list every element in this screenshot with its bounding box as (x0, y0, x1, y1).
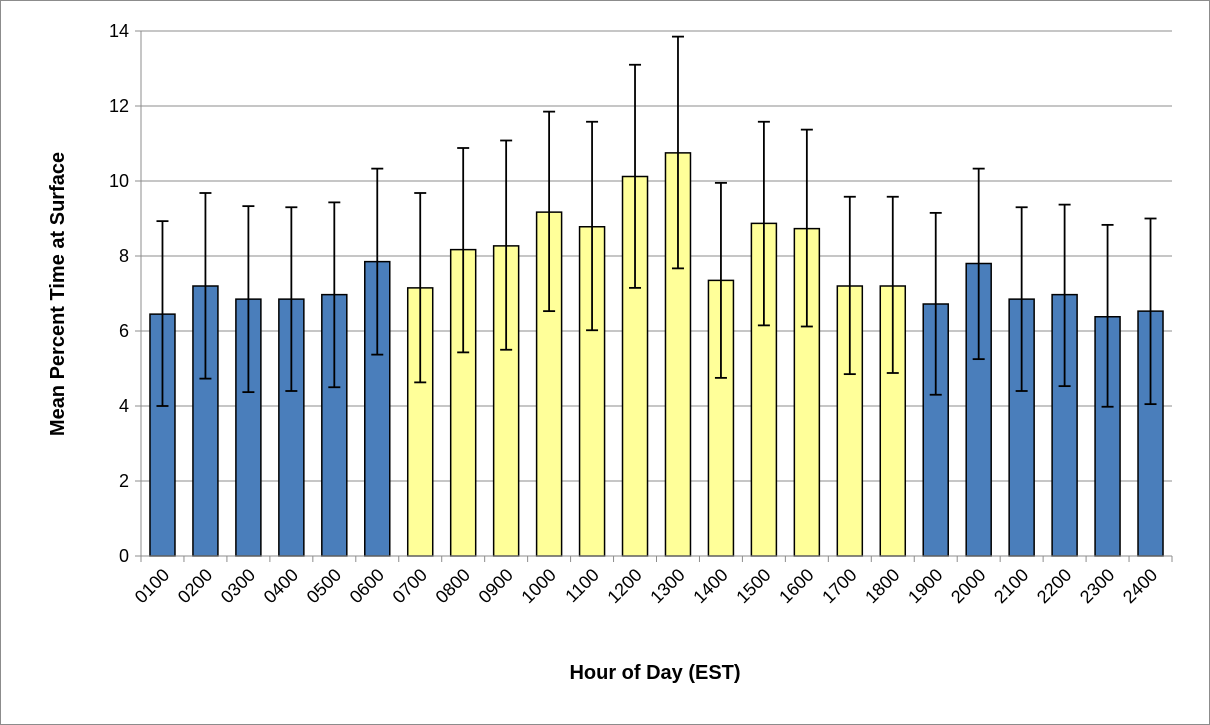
y-tick-label: 12 (109, 96, 129, 116)
x-tick-label: 0100 (131, 565, 173, 607)
y-tick-label: 6 (119, 321, 129, 341)
y-tick-label: 2 (119, 471, 129, 491)
x-tick-label: 1200 (603, 565, 645, 607)
x-tick-label: 1400 (689, 565, 731, 607)
x-tick-label: 1300 (646, 565, 688, 607)
x-tick-label: 2100 (990, 565, 1032, 607)
x-axis-title: Hour of Day (EST) (569, 662, 740, 684)
y-tick-label: 8 (119, 246, 129, 266)
x-tick-label: 1800 (861, 565, 903, 607)
x-tick-label: 0500 (303, 565, 345, 607)
x-tick-label: 2000 (947, 565, 989, 607)
x-tick-label: 0300 (217, 565, 259, 607)
y-axis-title: Mean Percent Time at Surface (47, 152, 69, 436)
x-tick-label: 1500 (732, 565, 774, 607)
x-tick-label: 0200 (174, 565, 216, 607)
x-tick-label: 0800 (432, 565, 474, 607)
x-tick-label: 2300 (1076, 565, 1118, 607)
x-tick-label: 0900 (475, 565, 517, 607)
x-tick-label: 2200 (1033, 565, 1075, 607)
bar-0600 (364, 260, 391, 557)
x-tick-label: 0600 (346, 565, 388, 607)
x-tick-label: 1000 (517, 565, 559, 607)
x-tick-label: 1700 (818, 565, 860, 607)
x-tick-label: 1100 (561, 565, 603, 607)
y-tick-label: 0 (119, 546, 129, 566)
x-tick-label: 1900 (904, 565, 946, 607)
x-tick-label: 0700 (389, 565, 431, 607)
bars (149, 152, 1164, 557)
bar-0700 (406, 287, 434, 557)
y-tick-label: 14 (109, 21, 129, 41)
x-tick-label: 1600 (775, 565, 817, 607)
x-tick-label: 0400 (260, 565, 302, 607)
error-bars (156, 35, 1157, 408)
gridlines (141, 30, 1172, 482)
y-tick-label: 10 (109, 171, 129, 191)
y-tick-label: 4 (119, 396, 129, 416)
x-tick-label: 2400 (1119, 565, 1161, 607)
